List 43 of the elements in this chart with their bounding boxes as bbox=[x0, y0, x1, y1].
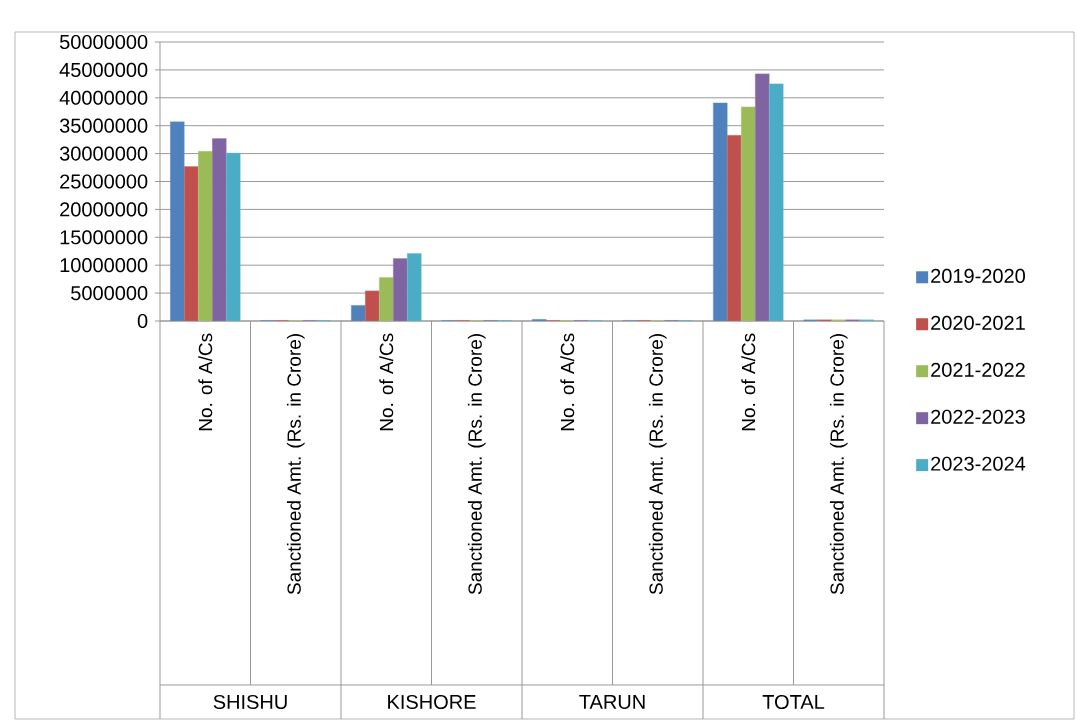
x-tick-label: Sanctioned Amt. (Rs. in Crore) bbox=[286, 334, 305, 595]
x-tick-label: Sanctioned Amt. (Rs. in Crore) bbox=[648, 334, 667, 595]
y-tick-label: 35000000 bbox=[59, 118, 148, 133]
x-tick-label: Sanctioned Amt. (Rs. in Crore) bbox=[829, 334, 848, 595]
bar bbox=[226, 152, 241, 321]
bar bbox=[365, 290, 380, 321]
y-tick-label: 5000000 bbox=[71, 286, 148, 301]
y-tick-label: 0 bbox=[137, 313, 148, 329]
x-tick-label: No. of A/Cs bbox=[198, 333, 213, 431]
bar bbox=[741, 106, 756, 321]
y-tick-label: 20000000 bbox=[60, 202, 148, 217]
legend-label: 2022-2023 bbox=[931, 409, 1025, 424]
y-tick-label: 50000000 bbox=[59, 34, 148, 50]
text: TOTAL bbox=[762, 694, 825, 710]
bar bbox=[407, 253, 422, 321]
y-tick-label: 30000000 bbox=[59, 146, 148, 161]
bar bbox=[351, 305, 366, 321]
legend-label: 2021-2022 bbox=[931, 362, 1025, 377]
bar bbox=[769, 83, 784, 321]
y-tick-label: 10000000 bbox=[60, 258, 148, 273]
bar bbox=[184, 166, 199, 321]
legend-label: 2023-2024 bbox=[931, 456, 1026, 471]
legend-label: 2019-2020 bbox=[931, 268, 1025, 283]
bar bbox=[170, 121, 185, 321]
legend-label: 2020-2021 bbox=[931, 315, 1025, 330]
x-tick-label: No. of A/Cs bbox=[560, 333, 575, 431]
bar bbox=[212, 138, 227, 321]
bar bbox=[379, 277, 394, 321]
x-tick-label: No. of A/Cs bbox=[379, 333, 394, 431]
bar bbox=[727, 134, 742, 321]
y-tick-label: 40000000 bbox=[59, 90, 148, 105]
x-tick-label: Sanctioned Amt. (Rs. in Crore) bbox=[467, 334, 486, 595]
x-tick-label: No. of A/Cs bbox=[741, 333, 756, 431]
bar bbox=[713, 102, 728, 321]
text: KISHORE bbox=[388, 694, 476, 710]
bar bbox=[755, 73, 770, 321]
bar bbox=[198, 151, 213, 321]
y-tick-label: 45000000 bbox=[59, 62, 148, 77]
y-tick-label: 25000000 bbox=[60, 174, 148, 189]
bar bbox=[393, 258, 408, 321]
text: TARUN bbox=[579, 695, 645, 709]
y-tick-label: 15000000 bbox=[60, 230, 148, 245]
text: SHISHU bbox=[213, 694, 287, 710]
